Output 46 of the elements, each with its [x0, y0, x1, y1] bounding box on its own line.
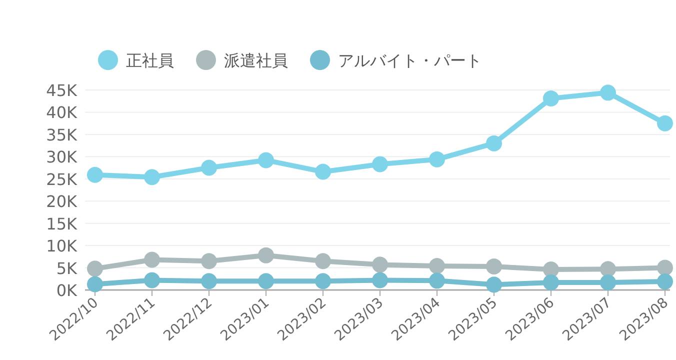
point	[144, 252, 160, 268]
point	[600, 261, 616, 278]
point	[372, 256, 388, 273]
point	[315, 253, 331, 270]
point	[657, 260, 673, 276]
point	[657, 115, 673, 132]
point	[429, 151, 445, 168]
y-tick-label: 5K	[56, 258, 78, 278]
point	[87, 166, 103, 183]
point	[486, 258, 502, 274]
y-tick-label: 30K	[46, 148, 78, 167]
y-tick-label: 40K	[46, 103, 78, 122]
point	[543, 90, 559, 106]
point	[144, 272, 160, 288]
point	[486, 276, 502, 293]
point	[315, 273, 331, 290]
point	[201, 160, 217, 176]
point	[600, 84, 616, 101]
point	[372, 156, 388, 172]
y-tick-label: 35K	[46, 125, 78, 144]
point	[258, 152, 274, 168]
legend-label: 正社員	[126, 51, 174, 70]
point	[600, 274, 616, 290]
point	[486, 135, 502, 152]
point	[87, 276, 103, 292]
point	[543, 262, 559, 278]
point	[372, 272, 388, 288]
point	[201, 253, 217, 270]
y-tick-label: 45K	[46, 81, 78, 100]
legend-label: アルバイト・パート	[338, 51, 482, 70]
legend-label: 派遣社員	[224, 51, 288, 70]
point	[258, 247, 274, 264]
point	[543, 274, 559, 290]
y-tick-label: 10K	[46, 236, 78, 256]
point	[144, 169, 160, 186]
point	[315, 164, 331, 180]
point	[87, 260, 103, 277]
y-tick-label: 25K	[46, 170, 78, 189]
y-tick-label: 15K	[46, 214, 78, 234]
y-tick-label: 0K	[56, 281, 78, 300]
point	[429, 272, 445, 289]
point	[657, 274, 673, 290]
y-tick-label: 20K	[46, 192, 78, 212]
point	[258, 273, 274, 290]
point	[201, 273, 217, 290]
point	[429, 258, 445, 274]
